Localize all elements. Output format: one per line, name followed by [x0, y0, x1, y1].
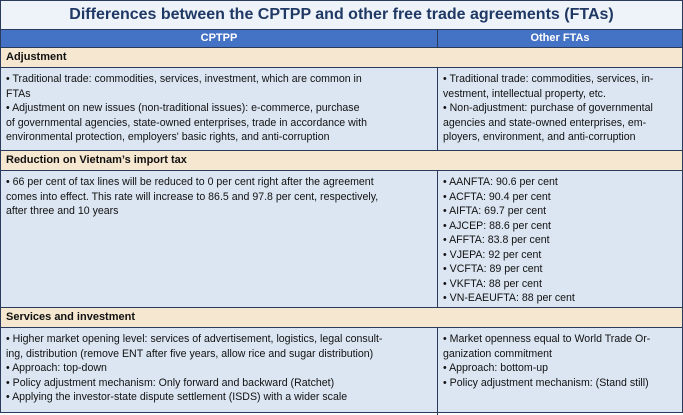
section-row: • Higher market opening level: services …: [1, 328, 682, 415]
cell: • 66 per cent of tax lines will be reduc…: [1, 171, 438, 307]
text-line: • Non-adjustment: purchase of government…: [443, 102, 653, 114]
cell: • Higher market opening level: services …: [1, 328, 438, 415]
text-line: • AANFTA: 90.6 per cent: [443, 176, 558, 188]
text-line: • Traditional trade: commodities, servic…: [6, 73, 362, 85]
section-heading: Reduction on Vietnam’s import tax: [1, 151, 682, 171]
section-heading: Adjustment: [1, 48, 682, 68]
table-body: Adjustment • Traditional trade: commoditi…: [1, 48, 682, 415]
text-line: • VN-EAEUFTA: 88 per cent: [443, 292, 575, 304]
text-line: • ACFTA: 90.4 per cent: [443, 190, 551, 203]
text-line: comes into effect. This rate will increa…: [6, 190, 379, 203]
text-line: • AJCEP: 88.6 per cent: [443, 219, 551, 232]
text-line: • AFFTA: 83.8 per cent: [443, 234, 550, 246]
text-line: • Applying the investor-state dispute se…: [6, 391, 348, 403]
text-line: • VKFTA: 88 per cent: [443, 277, 542, 290]
text-line: • Adjustment on new issues (non-traditio…: [6, 102, 360, 114]
text-line: • Approach: top-down: [6, 362, 107, 374]
text-line: • AIFTA: 69.7 per cent: [443, 205, 547, 217]
text-line: • 66 per cent of tax lines will be reduc…: [6, 176, 374, 188]
text-line: of governmental agencies, state-owned en…: [6, 116, 367, 129]
text-line: • Higher market opening level: services …: [6, 333, 383, 345]
text-line: • Market openness equal to World Trade O…: [443, 333, 651, 345]
column-header: Other FTAs: [530, 32, 590, 44]
text-line: • Approach: bottom-up: [443, 362, 549, 374]
text-line: agencies and state-owned enterprises, em…: [443, 116, 647, 129]
section-row: • Traditional trade: commodities, servic…: [1, 68, 682, 151]
column-header: CPTPP: [1, 30, 438, 47]
title: Differences between the CPTPP and other …: [1, 1, 682, 30]
text-line: • Policy adjustment mechanism: (Stand st…: [443, 376, 649, 389]
text-line: • VJEPA: 92 per cent: [443, 248, 542, 261]
text-line: vestment, intellectual property, etc.: [443, 87, 606, 100]
text-line: ganization commitment: [443, 347, 552, 360]
cell: • Traditional trade: commodities, servic…: [438, 68, 682, 150]
text-line: • VCFTA: 89 per cent: [443, 263, 543, 275]
section-row: • 66 per cent of tax lines will be reduc…: [1, 171, 682, 308]
section-heading: Services and investment: [1, 308, 682, 328]
text-line: • Traditional trade: commodities, servic…: [443, 73, 654, 85]
cell: • AANFTA: 90.6 per cent • ACFTA: 90.4 per…: [438, 171, 682, 307]
text-line: FTAs: [6, 87, 31, 100]
text-line: after three and 10 years: [6, 205, 119, 217]
cell: • Market openness equal to World Trade O…: [438, 328, 682, 415]
text-line: ployers, environment, and anti-corruptio…: [443, 131, 636, 143]
header-row: CPTPP Other FTAs: [1, 30, 682, 48]
text-line: ing, distribution (remove ENT after five…: [6, 347, 374, 360]
cell: • Traditional trade: commodities, servic…: [1, 68, 438, 150]
text-line: • Policy adjustment mechanism: Only forw…: [6, 376, 335, 389]
text-line: environmental protection, employers' bas…: [6, 131, 330, 143]
